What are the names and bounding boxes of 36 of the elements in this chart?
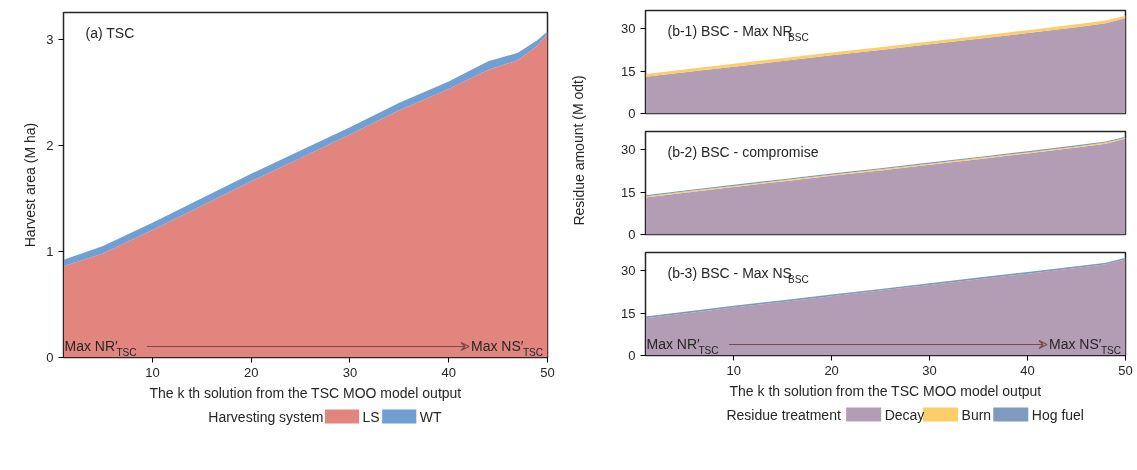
text: (a) TSC <box>85 24 135 41</box>
y-tick-label: 30 <box>621 142 636 158</box>
y-tick-label: 0 <box>628 348 636 363</box>
y-tick-label: 30 <box>621 263 636 279</box>
text: (b-2) BSC - compromise <box>667 143 819 160</box>
y-tick-label: 3 <box>46 31 54 47</box>
x-axis-title: The k th solution from the TSC MOO model output <box>149 384 462 401</box>
x-tick-label: 30 <box>342 364 358 380</box>
x-tick-label: 10 <box>145 364 160 380</box>
x-tick-label: 40 <box>441 364 456 380</box>
x-tick-label: 20 <box>243 364 259 380</box>
y-tick-label: 0 <box>628 106 636 121</box>
x-tick-label: 50 <box>1118 362 1133 378</box>
legend-label: WT <box>419 408 442 425</box>
legend-label: LS <box>362 408 380 425</box>
y-tick-label: 30 <box>621 21 636 37</box>
legend-label: Burn <box>961 406 992 423</box>
x-tick-label: 20 <box>824 362 839 378</box>
legend-title: Residue treatment <box>726 406 841 423</box>
x-tick-label: 30 <box>922 362 937 378</box>
x-axis-title: The k th solution from the TSC MOO model output <box>729 382 1042 399</box>
y-axis-title: Residue amount (M odt) <box>570 75 587 226</box>
y-axis-title: Harvest area (M ha) <box>22 122 39 248</box>
x-tick-label: 40 <box>1020 362 1035 378</box>
y-tick-label: 0 <box>46 350 54 365</box>
legend-title: Harvesting system <box>208 408 324 425</box>
y-tick-label: 15 <box>621 305 636 321</box>
y-tick-label: 15 <box>621 184 636 200</box>
y-tick-label: 0 <box>628 227 636 242</box>
legend-label: Hog fuel <box>1031 406 1084 423</box>
y-tick-label: 15 <box>621 63 636 79</box>
y-tick-label: 1 <box>46 243 54 259</box>
x-tick-label: 50 <box>540 364 555 380</box>
text: (b-1) BSC - Max NRBSC <box>667 22 809 43</box>
x-tick-label: 10 <box>726 362 741 378</box>
y-tick-label: 2 <box>46 137 54 153</box>
